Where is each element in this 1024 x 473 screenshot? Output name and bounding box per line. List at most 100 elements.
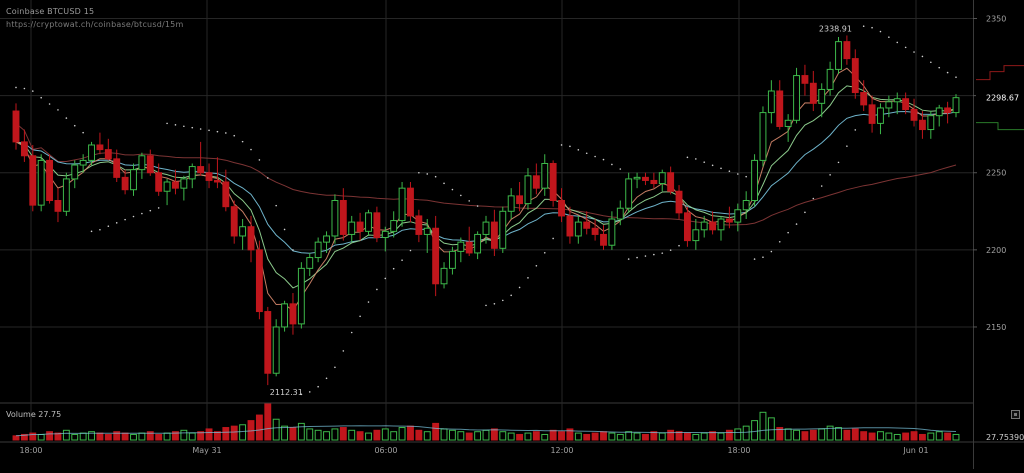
volume-bar-up [457, 431, 465, 441]
sar-dot [921, 55, 924, 58]
volume-bar-down [197, 431, 205, 441]
sar-dot [602, 158, 605, 161]
last-price-label: 2298.67 [986, 94, 1019, 103]
volume-bar-up [608, 432, 616, 441]
chart-url: https://cryptowat.ch/coinbase/btcusd/15m [6, 20, 184, 29]
sar-dot [611, 163, 613, 166]
volume-bar-down [591, 432, 599, 441]
volume-bar-down [709, 431, 717, 441]
volume-bar-up [759, 411, 767, 441]
volume-bar-up [658, 432, 666, 441]
candle-up [818, 88, 826, 104]
candle-down [373, 212, 381, 239]
candle-down [843, 41, 851, 60]
sar-dot [258, 159, 261, 161]
candle-down [415, 215, 423, 235]
sar-dot [728, 170, 731, 173]
volume-bar-up [306, 428, 314, 441]
volume-bar-down [532, 431, 540, 441]
volume-bar-up [239, 424, 247, 441]
candle-down [12, 110, 20, 143]
sar-dot [308, 391, 311, 393]
time-tick-label: 12:00 [550, 446, 573, 455]
candle-up [574, 221, 582, 237]
candle-up [348, 221, 356, 235]
candle-down [54, 200, 62, 212]
volume-bar-up [390, 431, 398, 441]
sar-dot [946, 71, 949, 74]
candle-up [314, 241, 322, 259]
volume-bar-down [667, 429, 675, 441]
candle-down [851, 58, 859, 94]
volume-bar-up [784, 428, 792, 441]
candle-up [658, 172, 666, 185]
volume-bar-down [96, 432, 104, 441]
sar-dot [476, 205, 479, 207]
sar-dot [711, 164, 714, 167]
candle-down [121, 176, 129, 191]
sar-dot [233, 134, 236, 137]
candle-up [877, 107, 884, 124]
volume-bar-up [734, 428, 742, 441]
volume-bar-up [398, 427, 406, 441]
volume-bar-down [801, 431, 809, 441]
volume-settings-toggle[interactable] [1011, 410, 1020, 419]
sar-dot [82, 131, 84, 134]
candle-up [700, 221, 708, 231]
sar-dot [334, 366, 336, 369]
volume-bar-down [339, 427, 347, 441]
volume-bar-up [927, 432, 935, 441]
candle-up [79, 159, 87, 166]
candle-up [742, 200, 750, 211]
volume-bar-down [776, 427, 784, 441]
price-tick-label: 2350 [986, 15, 1006, 24]
candle-up [188, 166, 196, 180]
sar-dot [99, 228, 101, 231]
candle-down [490, 221, 498, 249]
sar-dot [552, 237, 554, 240]
sar-dot [141, 212, 143, 215]
sar-dot [955, 76, 957, 78]
chart-title: Coinbase BTCUSD 15 [6, 7, 95, 16]
candle-up [935, 107, 943, 117]
volume-bar-up [138, 432, 146, 441]
volume-bar-down [146, 431, 154, 441]
sar-dot [930, 61, 932, 64]
sar-dot [913, 51, 915, 53]
sar-dot [535, 264, 538, 267]
volume-bar-up [482, 429, 490, 441]
volume-bar-up [700, 432, 708, 441]
candle-down [709, 221, 717, 231]
candle-down [230, 206, 238, 237]
price-tick-label: 2150 [986, 323, 1006, 332]
price-tick-label: 2250 [986, 169, 1006, 178]
candle-up [37, 159, 45, 206]
sar-dot [149, 209, 152, 212]
candle-down [146, 155, 154, 174]
candle-up [180, 178, 188, 189]
candle-down [516, 195, 524, 205]
sar-dot [174, 124, 177, 126]
long-moving-average-line [15, 123, 957, 226]
volume-bar-down [944, 432, 952, 441]
candle-down [860, 92, 868, 106]
sar-dot [241, 140, 244, 143]
last-price-bg [976, 90, 1020, 104]
volume-bar-down [172, 431, 179, 441]
volume-bar-down [650, 431, 658, 441]
volume-bar-up [625, 431, 633, 441]
candle-up [88, 144, 95, 161]
volume-bar-down [205, 428, 213, 441]
candle-down [902, 98, 910, 111]
candle-up [541, 162, 549, 189]
volume-bar-down [230, 425, 238, 441]
volume-bar-down [356, 431, 364, 441]
volume-bar-up [348, 429, 356, 441]
candle-up [507, 195, 515, 212]
candle-up [793, 75, 800, 121]
candle-down [801, 75, 809, 84]
volume-bar-up [574, 432, 582, 441]
time-tick-label: 06:00 [374, 446, 397, 455]
